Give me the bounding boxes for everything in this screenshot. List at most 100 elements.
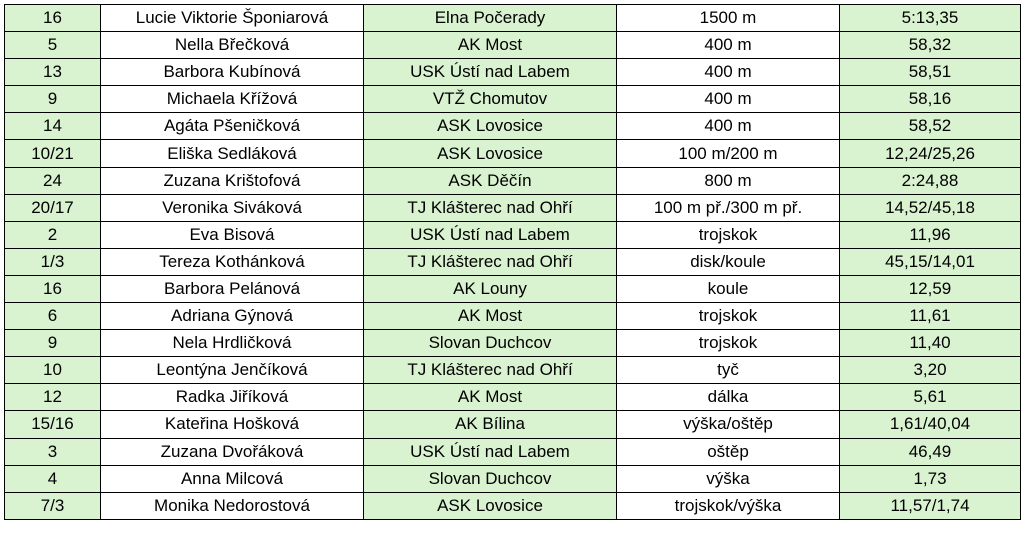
table-row: 14 Agáta Pšeničková ASK Lovosice 400 m 5… [4, 112, 1021, 141]
cell-club: USK Ústí nad Labem [363, 437, 617, 466]
cell-name: Leontýna Jenčíková [100, 356, 364, 385]
cell-num: 3 [4, 437, 101, 466]
cell-name: Agáta Pšeničková [100, 112, 364, 141]
cell-event: oštěp [616, 437, 840, 466]
cell-name: Nela Hrdličková [100, 329, 364, 358]
cell-event: tyč [616, 356, 840, 385]
table-row: 13 Barbora Kubínová USK Ústí nad Labem 4… [4, 58, 1021, 87]
cell-result: 11,40 [839, 329, 1021, 358]
table-body: 16 Lucie Viktorie Šponiarová Elna Počera… [4, 3, 1021, 520]
table-row: 6 Adriana Gýnová AK Most trojskok 11,61 [4, 302, 1021, 331]
cell-result: 1,73 [839, 464, 1021, 493]
table-row: 7/3 Monika Nedorostová ASK Lovosice troj… [4, 491, 1021, 520]
cell-result: 58,52 [839, 112, 1021, 141]
cell-club: USK Ústí nad Labem [363, 58, 617, 87]
table-row: 4 Anna Milcová Slovan Duchcov výška 1,73 [4, 464, 1021, 493]
cell-num: 4 [4, 464, 101, 493]
cell-result: 14,52/45,18 [839, 193, 1021, 222]
table-row: 3 Zuzana Dvořáková USK Ústí nad Labem oš… [4, 437, 1021, 466]
cell-num: 16 [4, 3, 101, 33]
cell-event: trojskok [616, 220, 840, 249]
table-row: 1/3 Tereza Kothánková TJ Klášterec nad O… [4, 247, 1021, 276]
cell-club: VTŽ Chomutov [363, 85, 617, 114]
table-row: 12 Radka Jiříková AK Most dálka 5,61 [4, 383, 1021, 412]
cell-event: dálka [616, 383, 840, 412]
cell-event: 100 m/200 m [616, 139, 840, 168]
table-row: 10 Leontýna Jenčíková TJ Klášterec nad O… [4, 356, 1021, 385]
cell-event: trojskok [616, 302, 840, 331]
cell-club: AK Louny [363, 274, 617, 304]
cell-name: Anna Milcová [100, 464, 364, 493]
cell-name: Zuzana Dvořáková [100, 437, 364, 466]
cell-event: výška [616, 464, 840, 493]
cell-name: Nella Břečková [100, 31, 364, 60]
cell-num: 7/3 [4, 491, 101, 520]
cell-num: 15/16 [4, 410, 101, 439]
cell-name: Radka Jiříková [100, 383, 364, 412]
cell-result: 5,61 [839, 383, 1021, 412]
table-row: 20/17 Veronika Siváková TJ Klášterec nad… [4, 193, 1021, 222]
cell-event: výška/oštěp [616, 410, 840, 439]
cell-num: 10/21 [4, 139, 101, 168]
cell-num: 6 [4, 302, 101, 331]
cell-event: 400 m [616, 31, 840, 60]
table-row: 5 Nella Břečková AK Most 400 m 58,32 [4, 31, 1021, 60]
cell-result: 12,24/25,26 [839, 139, 1021, 168]
cell-name: Barbora Pelánová [100, 274, 364, 304]
cell-result: 58,32 [839, 31, 1021, 60]
cell-event: disk/koule [616, 247, 840, 276]
cell-name: Lucie Viktorie Šponiarová [100, 3, 364, 33]
cell-result: 2:24,88 [839, 166, 1021, 195]
cell-result: 12,59 [839, 274, 1021, 304]
cell-club: Slovan Duchcov [363, 329, 617, 358]
cell-club: TJ Klášterec nad Ohří [363, 193, 617, 222]
cell-event: trojskok/výška [616, 491, 840, 520]
table-row: 10/21 Eliška Sedláková ASK Lovosice 100 … [4, 139, 1021, 168]
cell-num: 1/3 [4, 247, 101, 276]
cell-num: 24 [4, 166, 101, 195]
cell-club: ASK Lovosice [363, 139, 617, 168]
cell-result: 11,96 [839, 220, 1021, 249]
cell-result: 46,49 [839, 437, 1021, 466]
cell-name: Barbora Kubínová [100, 58, 364, 87]
cell-result: 58,16 [839, 85, 1021, 114]
cell-name: Tereza Kothánková [100, 247, 364, 276]
cell-event: 1500 m [616, 3, 840, 33]
cell-club: Elna Počerady [363, 3, 617, 33]
cell-club: AK Most [363, 31, 617, 60]
cell-result: 11,61 [839, 302, 1021, 331]
cell-num: 14 [4, 112, 101, 141]
cell-num: 9 [4, 85, 101, 114]
cell-result: 1,61/40,04 [839, 410, 1021, 439]
cell-club: Slovan Duchcov [363, 464, 617, 493]
cell-event: koule [616, 274, 840, 304]
cell-result: 11,57/1,74 [839, 491, 1021, 520]
table-row: 24 Zuzana Krištofová ASK Děčín 800 m 2:2… [4, 166, 1021, 195]
cell-num: 10 [4, 356, 101, 385]
cell-result: 58,51 [839, 58, 1021, 87]
cell-num: 5 [4, 31, 101, 60]
cell-name: Monika Nedorostová [100, 491, 364, 520]
cell-event: 400 m [616, 85, 840, 114]
cell-club: AK Bílina [363, 410, 617, 439]
cell-club: TJ Klášterec nad Ohří [363, 247, 617, 276]
cell-event: 400 m [616, 58, 840, 87]
cell-num: 9 [4, 329, 101, 358]
cell-num: 13 [4, 58, 101, 87]
table-row: 2 Eva Bisová USK Ústí nad Labem trojskok… [4, 220, 1021, 249]
cell-event: trojskok [616, 329, 840, 358]
results-table: 16 Lucie Viktorie Šponiarová Elna Počera… [4, 3, 1021, 520]
cell-event: 100 m př./300 m př. [616, 193, 840, 222]
cell-num: 20/17 [4, 193, 101, 222]
cell-num: 12 [4, 383, 101, 412]
cell-name: Eliška Sedláková [100, 139, 364, 168]
cell-result: 5:13,35 [839, 3, 1021, 33]
table-row: 15/16 Kateřina Hošková AK Bílina výška/o… [4, 410, 1021, 439]
cell-club: AK Most [363, 302, 617, 331]
cell-event: 400 m [616, 112, 840, 141]
table-row: 9 Nela Hrdličková Slovan Duchcov trojsko… [4, 329, 1021, 358]
table-row: 9 Michaela Křížová VTŽ Chomutov 400 m 58… [4, 85, 1021, 114]
cell-name: Veronika Siváková [100, 193, 364, 222]
cell-name: Zuzana Krištofová [100, 166, 364, 195]
table-row: 16 Barbora Pelánová AK Louny koule 12,59 [4, 274, 1021, 304]
